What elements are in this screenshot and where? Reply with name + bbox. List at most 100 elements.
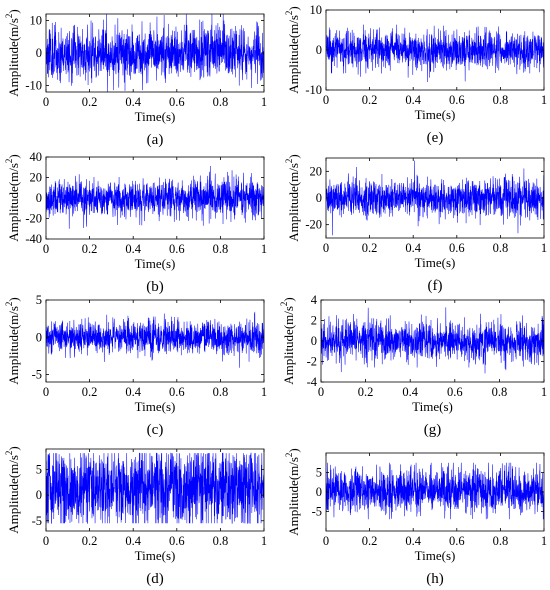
y-axis-label: Amplitude(m/s2) (284, 154, 301, 242)
x-tick-label: 0.4 (405, 93, 421, 107)
y-tick-label: 10 (310, 3, 323, 17)
x-axis-label: Time(s) (415, 548, 456, 563)
x-tick-label: 0.6 (449, 534, 465, 548)
signal-trace (46, 14, 264, 92)
x-tick-label: 0.8 (213, 534, 229, 548)
x-axis-label: Time(s) (412, 399, 453, 414)
x-tick-label: 0 (323, 534, 329, 548)
subplot-caption: (b) (146, 279, 164, 295)
x-tick-label: 0.6 (169, 242, 185, 256)
y-tick-label: -5 (32, 514, 42, 528)
y-tick-label: 20 (310, 164, 323, 178)
x-tick-label: 1 (541, 93, 547, 107)
plot-frame (45, 299, 265, 383)
y-tick-label: 0 (316, 43, 322, 57)
x-axis-label: Time(s) (415, 107, 456, 122)
signal-trace (326, 160, 544, 236)
y-tick-label: -20 (25, 212, 42, 226)
x-tick-label: 0.8 (213, 385, 229, 399)
subplot-c: 0 0.2 0.4 0.6 0.8 1-505Time(s)Amplitude(m/s2)… (4, 293, 267, 438)
x-tick-label: 1 (261, 534, 267, 548)
signal-trace (46, 452, 264, 524)
y-tick-label: 0 (36, 330, 42, 344)
y-tick-label: -20 (305, 218, 322, 232)
x-tick-label: 0.2 (82, 534, 98, 548)
x-tick-label: 0.8 (492, 385, 508, 399)
subplot-caption: (e) (427, 130, 444, 146)
x-tick-label: 1 (261, 242, 267, 256)
subplot-caption: (f) (428, 278, 443, 294)
y-axis-label: Amplitude(m/s2) (4, 446, 21, 534)
subplot-e: 0 0.2 0.4 0.6 0.8 1-10010Time(s)Amplitude(m/s… (284, 3, 547, 146)
x-tick-label: 0 (43, 385, 49, 399)
plot-frame (45, 448, 265, 532)
x-tick-label: 0.4 (125, 385, 141, 399)
x-tick-label: 1 (261, 385, 267, 399)
x-tick-label: 0.6 (449, 241, 465, 255)
y-tick-label: 0 (36, 488, 42, 502)
y-tick-label: 0 (36, 46, 42, 60)
x-tick-label: 0.4 (402, 385, 418, 399)
x-axis-label: Time(s) (135, 548, 176, 563)
x-tick-label: 0.4 (125, 242, 141, 256)
x-tick-label: 0.2 (82, 242, 98, 256)
y-tick-label: 5 (36, 293, 42, 307)
x-tick-label: 1 (541, 534, 547, 548)
x-tick-label: 0.6 (169, 385, 185, 399)
y-tick-label: 4 (311, 293, 318, 307)
x-tick-label: 0 (43, 95, 49, 109)
subplot-b: 0 0.2 0.4 0.6 0.8 1 -40 -20 0 20 40 Time(s) Amplitud… (4, 150, 267, 295)
subplot-a: 0 0.2 0.4 0.6 0.8 1-10010Time(s)Amplitude(m/s… (4, 9, 267, 148)
subplot-g: 0 0.2 0.4 0.6 0.8 1 -4 -2 0 2 4 Time(s) Amplitude(m/… (279, 293, 547, 438)
subplot-d: 0 0.2 0.4 0.6 0.8 1-505Time(s)Amplitude(m/s2)… (4, 446, 267, 587)
y-axis-label: Amplitude(m/s2) (279, 297, 296, 385)
x-tick-label: 0.2 (362, 241, 378, 255)
y-tick-label: -5 (312, 505, 322, 519)
x-axis-label: Time(s) (135, 109, 176, 124)
y-tick-label: 0 (316, 191, 322, 205)
x-tick-label: 0.8 (213, 95, 229, 109)
x-tick-label: 0.6 (447, 385, 463, 399)
y-tick-label: 10 (30, 14, 43, 28)
signal-trace (326, 462, 544, 520)
x-tick-label: 0.4 (125, 534, 141, 548)
x-tick-label: 0.6 (169, 534, 185, 548)
y-axis-label: Amplitude(m/s2) (284, 448, 301, 536)
x-tick-label: 0.2 (358, 385, 374, 399)
x-tick-label: 0 (323, 93, 329, 107)
y-tick-label: 0 (311, 334, 317, 348)
y-axis-label: Amplitude(m/s2) (4, 154, 21, 242)
x-tick-label: 0.2 (82, 95, 98, 109)
subplot-caption: (c) (147, 422, 164, 438)
x-tick-label: 0.2 (362, 534, 378, 548)
y-axis-label: Amplitude(m/s2) (4, 9, 21, 97)
x-tick-label: 0.6 (449, 93, 465, 107)
x-tick-label: 0.2 (362, 93, 378, 107)
x-tick-label: 0.6 (169, 95, 185, 109)
y-tick-label: 5 (36, 463, 42, 477)
x-tick-label: 0.8 (493, 534, 509, 548)
x-axis-label: Time(s) (135, 399, 176, 414)
x-tick-label: 1 (541, 385, 547, 399)
y-axis-label: Amplitude(m/s2) (284, 6, 301, 94)
subplot-caption: (d) (146, 571, 164, 587)
y-tick-label: 40 (30, 150, 43, 164)
x-tick-label: 1 (541, 241, 547, 255)
x-tick-label: 0.8 (493, 241, 509, 255)
x-tick-label: 0 (43, 242, 49, 256)
x-axis-label: Time(s) (135, 256, 176, 271)
x-tick-label: 0.4 (405, 241, 421, 255)
subplot-caption: (a) (147, 132, 164, 148)
signal-trace (326, 24, 544, 83)
y-tick-label: 20 (30, 171, 43, 185)
subplot-caption: (g) (424, 422, 442, 438)
y-tick-label: 0 (36, 191, 42, 205)
y-tick-label: -4 (307, 375, 318, 389)
x-tick-label: 0 (323, 241, 329, 255)
x-tick-label: 0 (43, 534, 49, 548)
x-tick-label: 1 (261, 95, 267, 109)
y-tick-label: -40 (25, 232, 42, 246)
x-tick-label: 0.8 (493, 93, 509, 107)
y-tick-label: -5 (32, 368, 42, 382)
